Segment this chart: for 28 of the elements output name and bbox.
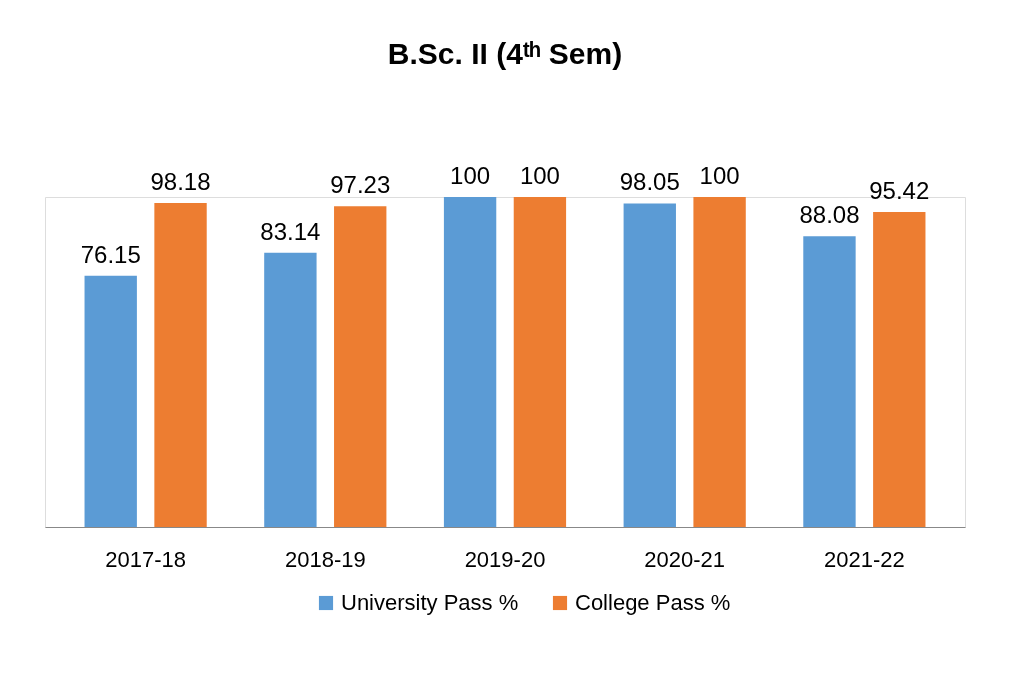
data-label: 88.08 <box>799 201 860 229</box>
bar <box>84 275 137 527</box>
bar <box>154 203 207 527</box>
x-tick-label: 2017-18 <box>105 546 186 572</box>
bar <box>803 236 856 527</box>
legend-label: University Pass % <box>341 590 519 615</box>
bar <box>693 197 746 527</box>
data-label: 100 <box>519 162 560 189</box>
data-label: 95.42 <box>869 177 930 205</box>
x-tick-label: 2021-22 <box>824 546 905 572</box>
bar <box>623 203 676 527</box>
bar <box>334 206 387 527</box>
data-label: 100 <box>699 162 740 189</box>
x-tick-label: 2018-19 <box>284 546 366 572</box>
x-tick-label: 2019-20 <box>464 546 546 572</box>
bar <box>443 197 497 527</box>
bar <box>873 212 926 527</box>
bar <box>264 252 317 527</box>
legend-label: College Pass % <box>575 590 731 615</box>
chart-title: B.Sc. II (4ᵗʰ Sem) <box>387 37 623 70</box>
data-label: 97.23 <box>330 171 391 199</box>
data-label: 76.15 <box>80 240 141 268</box>
data-label: 100 <box>450 162 491 189</box>
x-tick-label: 2020-21 <box>644 546 726 572</box>
data-label: 83.14 <box>260 217 321 245</box>
bar <box>513 197 567 527</box>
data-label: 98.05 <box>619 168 680 196</box>
data-label: 98.18 <box>150 168 211 196</box>
